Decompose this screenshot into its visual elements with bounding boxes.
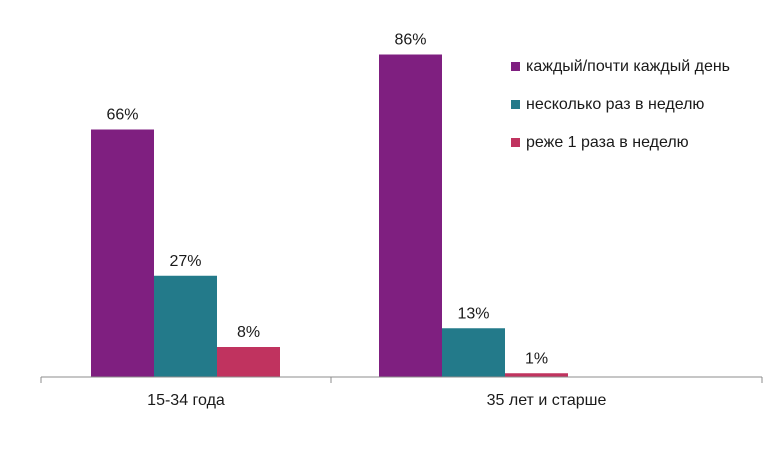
legend-swatch xyxy=(511,62,520,71)
bar-2-series-1 xyxy=(379,54,442,377)
legend-label: несколько раз в неделю xyxy=(526,96,704,113)
x-tick-label: 35 лет и старше xyxy=(487,392,607,409)
legend-swatch xyxy=(511,100,520,109)
bar-1-series-2 xyxy=(154,275,217,377)
data-label: 13% xyxy=(457,305,489,322)
bar-1-series-3 xyxy=(217,347,280,377)
legend-swatch xyxy=(511,138,520,147)
data-labels-layer: 66% 27% 8% 86% 13% 1% xyxy=(106,32,548,368)
data-label: 86% xyxy=(394,32,426,49)
x-axis-category-labels: 15-34 года 35 лет и старше xyxy=(147,392,606,409)
data-label: 27% xyxy=(169,253,201,270)
data-label: 8% xyxy=(237,324,260,341)
legend: каждый/почти каждый день несколько раз в … xyxy=(511,58,730,151)
bar-1-series-1 xyxy=(91,129,154,377)
bar-2-series-3 xyxy=(505,373,568,377)
data-label: 66% xyxy=(106,107,138,124)
legend-label: реже 1 раза в неделю xyxy=(526,134,689,151)
bars-layer xyxy=(91,54,568,377)
data-label: 1% xyxy=(525,350,548,367)
x-tick-label: 15-34 года xyxy=(147,392,225,409)
legend-label: каждый/почти каждый день xyxy=(526,58,730,75)
x-axis-ticks xyxy=(40,377,763,383)
bar-2-series-2 xyxy=(442,328,505,377)
